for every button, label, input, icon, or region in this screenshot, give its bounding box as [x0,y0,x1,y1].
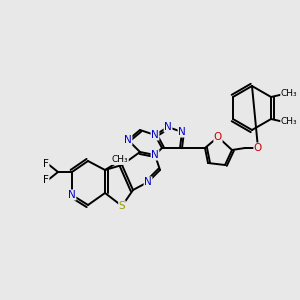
Text: O: O [214,132,222,142]
Text: CH₃: CH₃ [112,155,128,164]
Text: N: N [151,150,159,160]
Text: F: F [43,175,49,185]
Text: F: F [43,159,49,169]
Text: N: N [151,130,159,140]
Text: N: N [68,190,76,200]
Text: N: N [124,135,132,145]
Text: CH₃: CH₃ [281,118,297,127]
Text: N: N [164,122,172,132]
Text: N: N [178,127,186,137]
Text: S: S [119,201,125,211]
Text: CH₃: CH₃ [281,89,297,98]
Text: N: N [144,177,152,187]
Text: O: O [254,143,262,153]
